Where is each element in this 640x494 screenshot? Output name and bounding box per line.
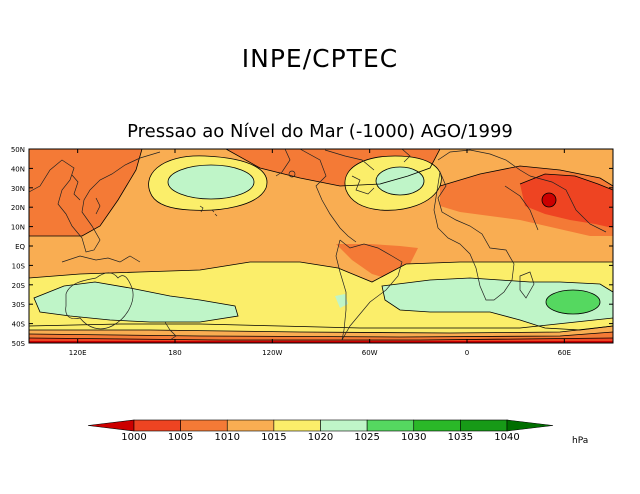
lat-label: 20S bbox=[12, 282, 26, 290]
coast-africa bbox=[433, 170, 515, 301]
colorbar-label: 1040 bbox=[494, 432, 520, 443]
contour-lines bbox=[29, 149, 613, 341]
colorbar-label: 1030 bbox=[401, 432, 427, 443]
colorbar-segment bbox=[366, 419, 415, 432]
colorbar-label: 1005 bbox=[167, 432, 194, 443]
colorbar-segment bbox=[460, 419, 508, 432]
field-azores-core bbox=[376, 167, 424, 195]
lat-label: 50N bbox=[11, 146, 25, 154]
lat-label: 20N bbox=[11, 204, 25, 212]
colorbar-segment bbox=[320, 419, 368, 432]
lat-label: 50S bbox=[12, 340, 26, 348]
lon-label: 60E bbox=[558, 349, 571, 357]
colorbar-label: 1000 bbox=[121, 432, 147, 443]
coastlines bbox=[29, 149, 607, 341]
pressure-field bbox=[29, 149, 613, 343]
lon-label: 60W bbox=[362, 349, 378, 357]
lat-label: 30N bbox=[11, 185, 25, 193]
colorbar-label: 1020 bbox=[307, 432, 334, 443]
colorbar-unit: hPa bbox=[572, 436, 589, 446]
field-asia-low bbox=[29, 149, 142, 236]
lon-label: 180 bbox=[168, 349, 181, 357]
latitude-axis: 50N 40N 30N 20N 10N EQ 10S 20S 30S 40S 50S bbox=[11, 146, 613, 348]
colorbar-label: 1025 bbox=[354, 432, 380, 443]
lat-label: 10N bbox=[11, 224, 25, 232]
colorbar-segment bbox=[226, 419, 275, 432]
colorbar-segment bbox=[273, 419, 321, 432]
page-title: INPE/CPTEC bbox=[241, 44, 399, 73]
colorbar-label: 1035 bbox=[447, 432, 474, 443]
colorbar-segment bbox=[413, 419, 461, 432]
field-indian-ocean-core bbox=[546, 290, 600, 314]
colorbar-label: 1010 bbox=[214, 432, 240, 443]
field-small-high bbox=[335, 294, 348, 308]
map-subtitle: Pressao ao Nível do Mar (-1000) AGO/1999 bbox=[127, 121, 513, 142]
lat-label: 40N bbox=[11, 165, 25, 173]
lon-label: 0 bbox=[465, 349, 469, 357]
lat-label: EQ bbox=[15, 243, 25, 251]
colorbar-label: 1015 bbox=[261, 432, 287, 443]
colorbar-arrow-low bbox=[87, 419, 135, 432]
coast-australia bbox=[65, 272, 134, 330]
field-south-atlantic-indian-high bbox=[382, 278, 613, 330]
coast-hawaii bbox=[199, 205, 218, 217]
colorbar-segment bbox=[133, 419, 181, 432]
coast-south-america bbox=[339, 239, 403, 341]
field-australia-high bbox=[34, 282, 238, 322]
lat-label: 40S bbox=[12, 321, 26, 329]
colorbar-arrow-high bbox=[506, 419, 554, 432]
field-monsoon-core bbox=[520, 174, 613, 228]
lon-label: 120W bbox=[262, 349, 282, 357]
lat-label: 10S bbox=[12, 262, 26, 270]
lat-label: 30S bbox=[12, 301, 26, 309]
colorbar bbox=[87, 419, 554, 432]
lon-label: 120E bbox=[69, 349, 87, 357]
field-north-pacific-core bbox=[168, 165, 254, 199]
coast-madagascar bbox=[519, 271, 535, 299]
colorbar-segment bbox=[180, 419, 228, 432]
longitude-axis: 120E 180 120W 60W 0 60E bbox=[69, 149, 571, 357]
field-monsoon-center bbox=[542, 193, 556, 207]
